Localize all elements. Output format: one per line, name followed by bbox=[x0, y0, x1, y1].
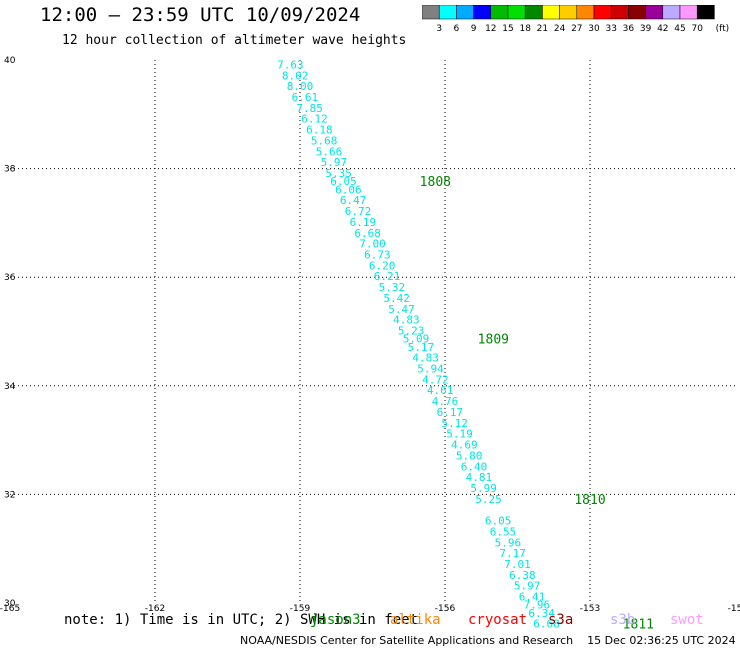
data-point: 5.32 bbox=[379, 281, 406, 294]
data-point: 6.72 bbox=[345, 205, 372, 218]
data-point: 5.99 bbox=[470, 482, 497, 495]
x-tick-label: -15 bbox=[728, 604, 740, 614]
data-point: 6.06 bbox=[335, 183, 362, 196]
data-point: 5.97 bbox=[321, 156, 348, 169]
data-point: 6.05 bbox=[330, 175, 357, 188]
data-point: 5.12 bbox=[441, 417, 468, 430]
footer-note: note: 1) Time is in UTC; 2) SWH is in fe… bbox=[64, 612, 419, 628]
data-point: 6.20 bbox=[369, 259, 396, 272]
data-point: 6.55 bbox=[490, 525, 517, 538]
data-point: 6.21 bbox=[374, 270, 401, 283]
data-point: 5.17 bbox=[408, 341, 435, 354]
time-label: 1809 bbox=[478, 333, 509, 348]
data-point: 5.66 bbox=[316, 145, 343, 158]
x-tick-label: -162 bbox=[145, 604, 165, 614]
sat-label-cryosat: cryosat bbox=[468, 612, 528, 628]
data-point: 5.47 bbox=[388, 303, 415, 316]
time-label: 1810 bbox=[574, 493, 605, 508]
color-legend: 3 6 9 12 15 18 21 24 27 30 33 36 39 42 45 70 (ft) bbox=[422, 5, 730, 34]
data-point: 7.85 bbox=[296, 102, 323, 115]
data-point: 6.17 bbox=[437, 406, 464, 419]
y-tick-label: 30 bbox=[4, 599, 16, 609]
data-point: 6.18 bbox=[306, 124, 333, 137]
y-tick-label: 38 bbox=[4, 165, 16, 175]
y-tick-label: 36 bbox=[4, 273, 16, 283]
sat-label-altika: altika bbox=[390, 612, 441, 628]
data-point: 5.35 bbox=[325, 167, 352, 180]
data-point: 6.38 bbox=[509, 569, 536, 582]
legend-label: 9 bbox=[471, 24, 477, 34]
legend-label: 12 bbox=[485, 24, 496, 34]
page-subtitle: 12 hour collection of altimeter wave hei… bbox=[62, 33, 407, 48]
data-point: 6.47 bbox=[340, 194, 367, 207]
x-tick-label: -153 bbox=[580, 604, 600, 614]
data-point: 5.97 bbox=[514, 580, 541, 593]
data-point: 5.23 bbox=[398, 325, 425, 338]
legend-label: 39 bbox=[640, 24, 652, 34]
data-point: 4.81 bbox=[466, 471, 493, 484]
data-point: 7.17 bbox=[499, 547, 526, 560]
sat-label-swot: swot bbox=[670, 612, 704, 628]
legend-label: 42 bbox=[657, 24, 668, 34]
time-label: 1808 bbox=[420, 175, 451, 190]
page-title: 12:00 – 23:59 UTC 10/09/2024 bbox=[40, 4, 361, 26]
data-point: 5.42 bbox=[383, 292, 410, 305]
data-point: 7.63 bbox=[277, 58, 304, 71]
legend-label: 36 bbox=[623, 24, 635, 34]
legend-label: 21 bbox=[537, 24, 548, 34]
x-tick-label: -165 bbox=[0, 604, 20, 614]
data-point: 4.83 bbox=[393, 314, 420, 327]
data-point: 6.68 bbox=[533, 618, 560, 631]
data-point: 6.41 bbox=[519, 591, 546, 604]
legend-swatch bbox=[696, 5, 715, 20]
x-tick-label: -159 bbox=[290, 604, 311, 614]
legend-label: 33 bbox=[605, 24, 616, 34]
data-point: 6.05 bbox=[485, 515, 512, 528]
data-point: 7.01 bbox=[504, 558, 531, 571]
legend-label: 6 bbox=[454, 24, 460, 34]
legend-label: 30 bbox=[588, 24, 600, 34]
data-point: 6.68 bbox=[354, 227, 381, 240]
data-point: 5.25 bbox=[475, 493, 502, 506]
y-tick-label: 32 bbox=[4, 490, 15, 500]
data-point: 6.73 bbox=[364, 248, 391, 261]
data-point: 6.40 bbox=[461, 460, 488, 473]
legend-unit: (ft) bbox=[716, 24, 730, 34]
legend-label: 70 bbox=[691, 24, 703, 34]
data-point: 6.19 bbox=[350, 216, 377, 229]
data-point: 6.61 bbox=[292, 91, 319, 104]
data-point: 7.00 bbox=[359, 238, 386, 251]
legend-label: 3 bbox=[436, 24, 442, 34]
data-point: 5.68 bbox=[311, 134, 338, 147]
legend-label: 27 bbox=[571, 24, 582, 34]
data-point: 7.96 bbox=[524, 599, 551, 612]
data-point: 4.83 bbox=[412, 352, 439, 365]
y-tick-label: 34 bbox=[4, 382, 16, 392]
legend-label: 24 bbox=[554, 24, 566, 34]
data-point: 8.00 bbox=[287, 80, 314, 93]
legend-label: 15 bbox=[502, 24, 513, 34]
data-point: 5.09 bbox=[403, 333, 430, 346]
sat-label-jason3: jason3 bbox=[310, 612, 361, 628]
sat-label-s3a: s3a bbox=[548, 612, 574, 628]
data-point: 5.19 bbox=[446, 428, 473, 441]
data-point: 5.96 bbox=[495, 536, 522, 549]
legend-label: 45 bbox=[674, 24, 685, 34]
data-point: 5.94 bbox=[417, 363, 444, 376]
sat-label-s3b: s3b bbox=[610, 612, 636, 628]
legend-label: 18 bbox=[519, 24, 531, 34]
data-point: 8.02 bbox=[282, 69, 309, 82]
data-point: 4.69 bbox=[451, 439, 478, 452]
data-point: 5.80 bbox=[456, 449, 483, 462]
y-tick-label: 40 bbox=[4, 56, 16, 66]
credit-line: NOAA/NESDIS Center for Satellite Applica… bbox=[240, 634, 736, 647]
data-point: 6.34 bbox=[528, 607, 555, 620]
data-point: 4.76 bbox=[432, 395, 459, 408]
data-point: 4.72 bbox=[422, 373, 449, 386]
data-point: 4.61 bbox=[427, 384, 454, 397]
data-point: 6.12 bbox=[301, 113, 328, 126]
time-label: 1811 bbox=[623, 618, 654, 633]
x-tick-label: -156 bbox=[435, 604, 456, 614]
